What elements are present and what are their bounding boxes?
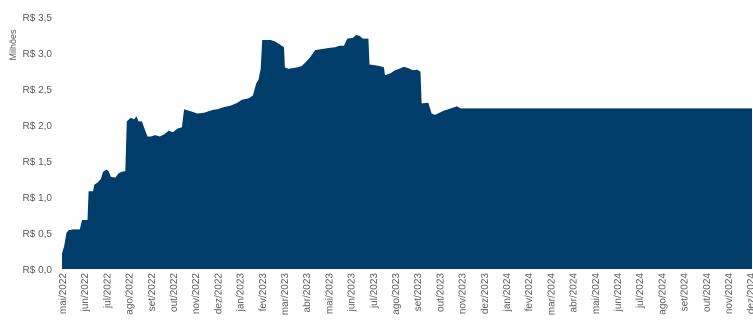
x-tick-label: mar/2024 bbox=[546, 273, 557, 316]
y-tick-label: R$ 2,0 bbox=[23, 121, 53, 132]
x-tick-labels: mai/2022 jun/2022 jul/2022 ago/2022 set/2022… bbox=[58, 273, 753, 316]
x-tick-label: mai/2024 bbox=[591, 273, 602, 315]
x-tick-label: ago/2024 bbox=[657, 273, 668, 315]
area-series-fill bbox=[62, 35, 752, 269]
y-tick-label: R$ 0,5 bbox=[23, 229, 53, 240]
x-tick-label: out/2022 bbox=[169, 273, 180, 312]
x-tick-label: jun/2024 bbox=[613, 273, 624, 313]
x-tick-label: abr/2024 bbox=[569, 273, 580, 313]
x-tick-label: jun/2022 bbox=[80, 273, 91, 313]
x-tick-label: out/2024 bbox=[702, 273, 713, 312]
x-tick-label: jan/2023 bbox=[236, 273, 247, 313]
x-tick-label: dez/2023 bbox=[480, 273, 491, 315]
x-tick-label: set/2022 bbox=[147, 273, 158, 312]
x-tick-label: jun/2023 bbox=[347, 273, 358, 313]
y-tick-label: R$ 0,0 bbox=[23, 265, 53, 276]
x-tick-label: jul/2024 bbox=[635, 273, 646, 309]
y-tick-label: R$ 1,0 bbox=[23, 193, 53, 204]
x-tick-label: set/2024 bbox=[680, 273, 691, 312]
x-tick-label: set/2023 bbox=[413, 273, 424, 312]
x-tick-label: mai/2023 bbox=[324, 273, 335, 315]
area-series bbox=[62, 35, 752, 269]
x-tick-label: ago/2023 bbox=[391, 273, 402, 315]
x-tick-label: out/2023 bbox=[435, 273, 446, 312]
x-tick-label: abr/2023 bbox=[302, 273, 313, 313]
x-tick-label: jul/2023 bbox=[369, 273, 380, 309]
y-axis-title-group: Milhões bbox=[8, 29, 18, 61]
x-tick-label: nov/2022 bbox=[191, 273, 202, 315]
y-tick-label: R$ 3,5 bbox=[23, 13, 53, 24]
x-tick-label: jan/2024 bbox=[502, 273, 513, 313]
y-axis-title: Milhões bbox=[8, 29, 18, 61]
x-tick-label: dez/2024 bbox=[746, 273, 753, 315]
x-tick-label: nov/2024 bbox=[724, 273, 735, 315]
x-tick-label: fev/2023 bbox=[258, 273, 269, 312]
y-tick-label: R$ 3,0 bbox=[23, 49, 53, 60]
x-tick-label: mai/2022 bbox=[58, 273, 69, 315]
x-tick-label: fev/2024 bbox=[524, 273, 535, 312]
y-tick-label: R$ 2,5 bbox=[23, 85, 53, 96]
x-tick-label: jul/2022 bbox=[102, 273, 113, 309]
y-tick-labels: R$ 0,0 R$ 0,5 R$ 1,0 R$ 1,5 R$ 2,0 R$ 2,5 R$ 3… bbox=[23, 13, 53, 276]
x-tick-label: nov/2023 bbox=[458, 273, 469, 315]
y-tick-label: R$ 1,5 bbox=[23, 157, 53, 168]
x-tick-label: ago/2022 bbox=[125, 273, 136, 315]
x-tick-label: mar/2023 bbox=[280, 273, 291, 316]
x-tick-label: dez/2022 bbox=[213, 273, 224, 315]
